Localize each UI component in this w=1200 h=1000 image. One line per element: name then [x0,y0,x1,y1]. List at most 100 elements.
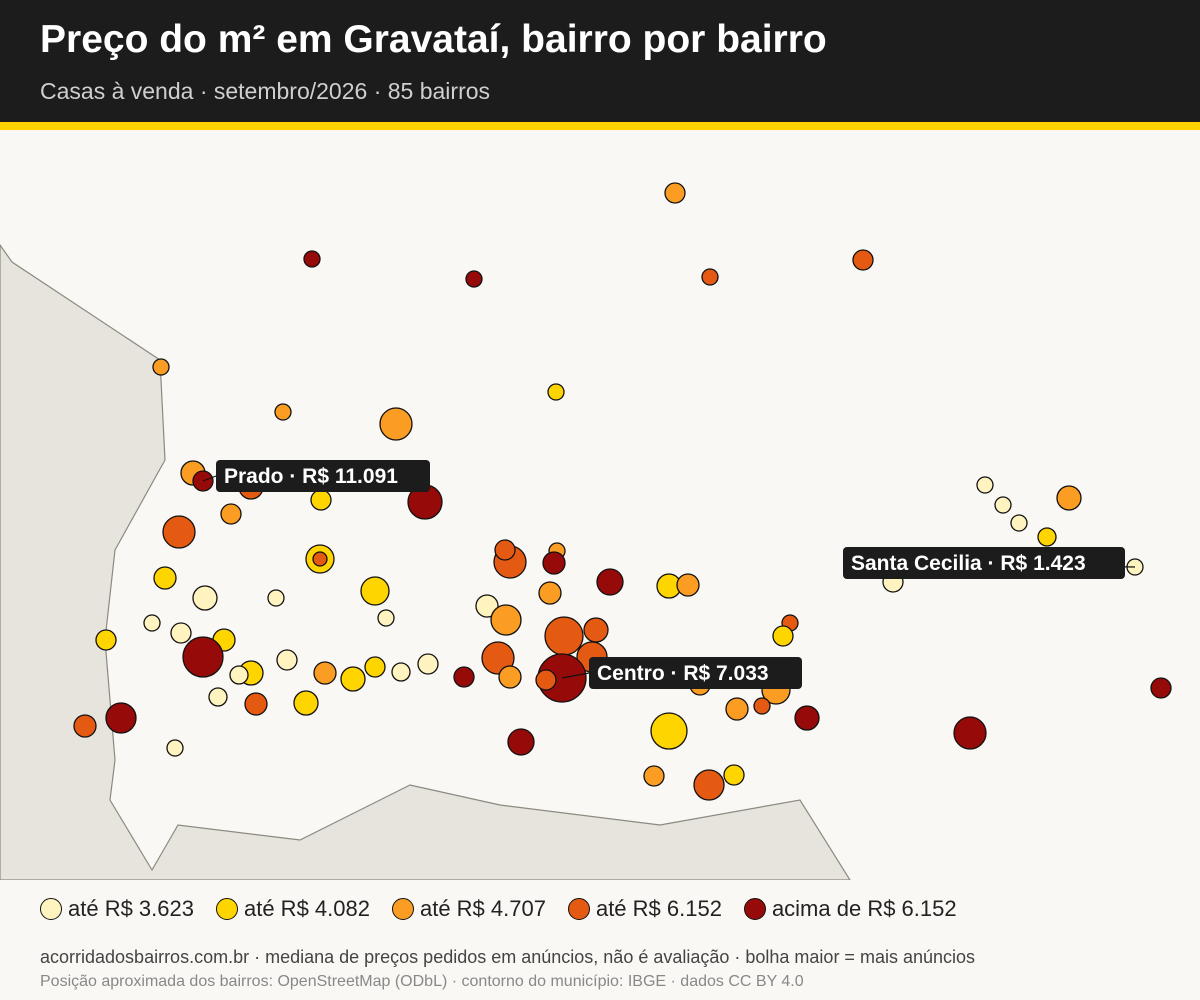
legend-label: acima de R$ 6.152 [771,896,957,921]
outside-region [0,243,851,880]
bubble [1056,485,1082,511]
bubbles [73,182,1172,801]
bubble [377,609,395,627]
bubble [208,687,228,707]
legend-item: até R$ 4.707 [391,896,546,922]
bubble [547,383,565,401]
map: Prado · R$ 11.091 Santa Cecilia · R$ 1.42… [0,130,1200,880]
bubble [542,551,566,575]
bubble [538,581,562,605]
bubble [170,622,192,644]
bubble [481,641,515,675]
subtitle: Casas à venda · setembro/2026 · 85 bairr… [40,78,491,104]
bubble [274,403,292,421]
bubble [544,616,584,656]
callout-box [216,460,430,492]
legend-label: até R$ 6.152 [595,896,722,921]
legend-item: até R$ 3.623 [40,896,194,922]
bubble [676,573,700,597]
bubble [360,576,390,606]
bubble [490,604,522,636]
bubble [303,250,321,268]
bubble [192,585,218,611]
bubble [95,629,117,651]
header-stripe [0,122,1200,130]
bubble [475,594,499,618]
bubble [583,617,609,643]
legend: até R$ 3.623 até R$ 4.082 até R$ 4.707 até … [40,896,957,922]
legend-item: até R$ 6.152 [567,896,722,922]
bubble [220,503,242,525]
bubble [994,496,1012,514]
bubble [753,697,771,715]
bubble [340,666,366,692]
bubble [310,489,332,511]
callout-label: Centro · R$ 7.033 [597,662,769,685]
legend-swatch [391,898,414,920]
bubble [312,551,328,567]
bubble [498,665,522,689]
legend-swatch [40,898,62,920]
legend-label: até R$ 4.707 [419,896,546,921]
bubble [650,712,688,750]
bubble [1010,514,1028,532]
callout-leader [202,475,217,482]
bubble [1037,527,1057,547]
legend-label: até R$ 4.082 [243,896,370,921]
callouts: Prado · R$ 11.091 Santa Cecilia · R$ 1.42… [202,460,1136,689]
legend-label: até R$ 3.623 [68,896,194,921]
bubble [976,476,994,494]
legend-swatch [215,898,238,920]
bubble [453,666,475,688]
bubble [725,697,749,721]
bubble [852,249,874,271]
callout-box [843,547,1125,579]
legend-swatch [743,898,766,920]
callout-label: Santa Cecilia · R$ 1.423 [851,552,1086,575]
bubble [379,407,413,441]
bubble [953,716,987,750]
bubble [229,665,249,685]
bubble [143,614,161,632]
bubble [105,702,137,734]
legend-item: acima de R$ 6.152 [743,896,957,922]
bubble [417,653,439,675]
bubble [73,714,97,738]
bubble [313,661,337,685]
bubble [664,182,686,204]
bubble [794,705,820,731]
header: Preço do m² em Gravataí, bairro por bair… [0,0,1200,122]
callout-leader [561,672,590,679]
bubble [293,690,319,716]
bubble [162,515,196,549]
bubble [1150,677,1172,699]
bubble [507,728,535,756]
legend-item: até R$ 4.082 [215,896,370,922]
bubble [723,764,745,786]
bubble [701,268,719,286]
bubble [182,636,224,678]
bubble [465,270,483,288]
bubble [166,739,184,757]
bubble [364,656,386,678]
title: Preço do m² em Gravataí, bairro por bair… [40,18,827,61]
bubble [494,539,516,561]
bubble [391,662,411,682]
callout-box [589,657,802,689]
callout-label: Prado · R$ 11.091 [224,465,398,488]
legend-swatch [567,898,590,920]
footer-note: acorridadosbairros.com.br · mediana de p… [40,947,976,967]
bubble [276,649,298,671]
bubble [153,566,177,590]
bubble [267,589,285,607]
bubble [535,669,557,691]
bubble [596,568,624,596]
footer-credits: Posição aproximada dos bairros: OpenStre… [40,973,804,990]
bubble [693,769,725,801]
bubble [152,358,170,376]
map-background [0,130,1200,880]
bubble [244,692,268,716]
bubble [772,625,794,647]
bubble [643,765,665,787]
